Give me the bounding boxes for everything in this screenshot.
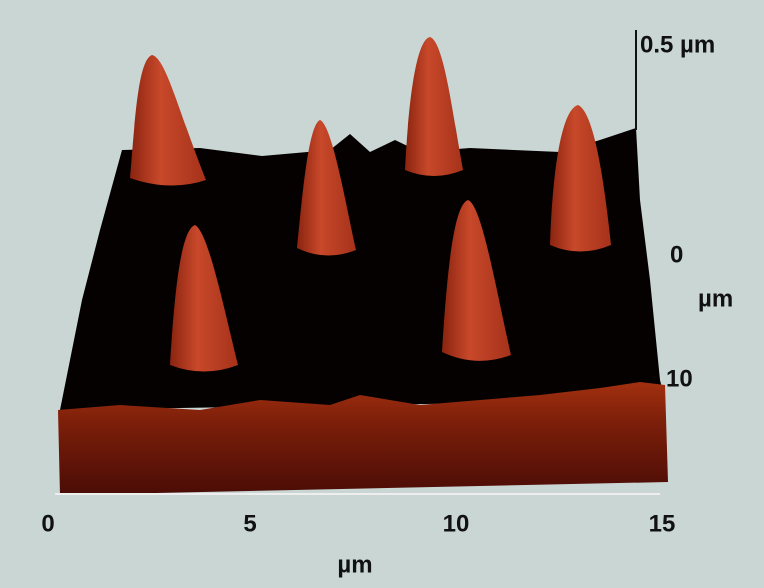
- y-tick-label: 0: [670, 241, 683, 268]
- x-tick-label: 0: [41, 510, 54, 537]
- afm-image: 0.5 µm 0 µm 10 0 5 10 15 µm: [0, 0, 764, 588]
- x-tick-label: 15: [649, 510, 676, 537]
- x-tick-label: 10: [443, 510, 470, 537]
- y-tick-label: 10: [666, 365, 693, 392]
- x-axis-unit: µm: [337, 551, 372, 578]
- page: {"z_axis": {"top_label": "0.5 µm"}, "y_a…: [0, 0, 764, 588]
- y-axis-unit: µm: [698, 285, 733, 312]
- z-axis-label: 0.5 µm: [640, 31, 715, 58]
- x-tick-label: 5: [243, 510, 256, 537]
